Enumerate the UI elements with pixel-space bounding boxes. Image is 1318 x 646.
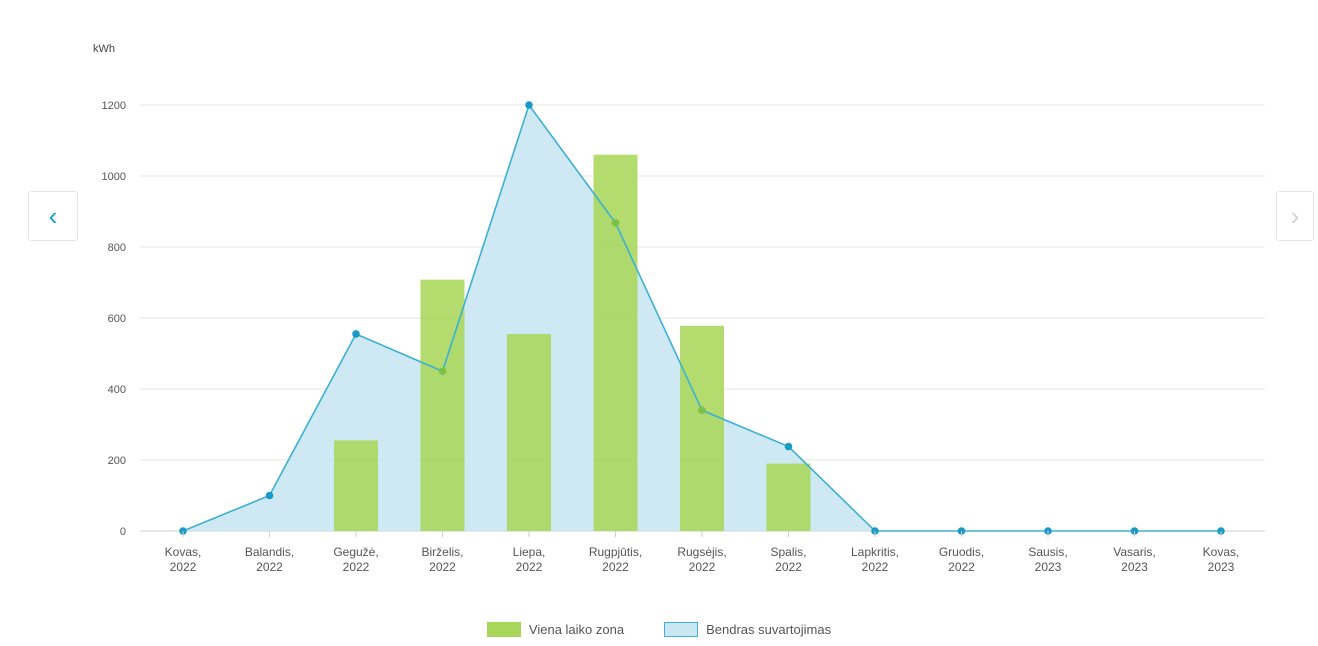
x-tick-label: 2022: [948, 560, 975, 574]
point-bendras-suvartojimas: [265, 491, 274, 500]
y-tick-label: 400: [108, 384, 126, 396]
y-tick-label: 200: [108, 455, 126, 467]
x-tick-label: 2023: [1121, 560, 1148, 574]
point-bendras-suvartojimas: [352, 330, 360, 338]
x-tick-label: 2022: [862, 560, 889, 574]
next-period-button[interactable]: ›: [1276, 191, 1314, 241]
y-tick-label: 600: [108, 313, 126, 325]
x-tick-label: Gruodis,: [939, 545, 984, 559]
x-tick-label: Birželis,: [421, 545, 463, 559]
bar-viena-laiko-zona: [420, 279, 465, 531]
point-bendras-suvartojimas: [784, 442, 793, 451]
x-tick-label: 2022: [516, 560, 543, 574]
chevron-left-icon: ‹: [48, 201, 58, 231]
x-tick-label: Rugpjūtis,: [589, 545, 642, 559]
legend-swatch-area: [664, 622, 699, 637]
x-tick-label: 2022: [689, 560, 716, 574]
bar-viena-laiko-zona: [507, 333, 551, 531]
x-tick-label: 2022: [775, 560, 802, 574]
x-tick-label: 2022: [429, 560, 456, 574]
x-tick-label: Liepa,: [513, 545, 546, 559]
y-axis-unit-label: kWh: [93, 43, 115, 55]
point-bendras-suvartojimas: [698, 406, 706, 415]
x-tick-label: Gegužė,: [333, 545, 378, 559]
x-tick-label: Lapkritis,: [851, 545, 899, 559]
bar-viena-laiko-zona: [766, 463, 811, 531]
x-tick-label: 2022: [170, 560, 197, 574]
legend-item-bar[interactable]: Viena laiko zona: [486, 622, 625, 637]
x-tick-label: Kovas,: [1203, 545, 1240, 559]
legend-item-area[interactable]: Bendras suvartojimas: [664, 622, 831, 637]
x-tick-label: 2022: [256, 560, 283, 574]
point-bendras-suvartojimas: [611, 219, 620, 227]
x-tick-label: Rugsėjis,: [677, 545, 726, 559]
chevron-right-icon: ›: [1290, 201, 1300, 231]
point-bendras-suvartojimas: [525, 101, 533, 109]
y-tick-label: 1200: [102, 100, 126, 112]
bar-viena-laiko-zona: [593, 154, 638, 531]
x-tick-label: Sausis,: [1028, 545, 1067, 559]
y-tick-label: 0: [120, 526, 126, 538]
x-tick-label: 2023: [1035, 560, 1062, 574]
x-tick-label: 2022: [602, 560, 629, 574]
bar-viena-laiko-zona: [334, 440, 378, 531]
y-tick-label: 800: [108, 242, 126, 254]
legend-swatch-bar: [486, 622, 521, 637]
legend-label-bar: Viena laiko zona: [528, 622, 625, 637]
point-bendras-suvartojimas: [438, 367, 447, 376]
y-tick-label: 1000: [102, 171, 126, 183]
x-tick-label: 2023: [1208, 560, 1235, 574]
legend-label-area: Bendras suvartojimas: [706, 622, 832, 637]
x-tick-label: Spalis,: [770, 545, 806, 559]
x-tick-label: Vasaris,: [1113, 545, 1155, 559]
chart-legend: Viena laiko zona Bendras suvartojimas: [0, 622, 1318, 637]
bar-viena-laiko-zona: [680, 325, 724, 531]
previous-period-button[interactable]: ‹: [28, 191, 78, 241]
x-tick-label: 2022: [343, 560, 370, 574]
x-tick-label: Kovas,: [165, 545, 202, 559]
x-tick-label: Balandis,: [245, 545, 294, 559]
